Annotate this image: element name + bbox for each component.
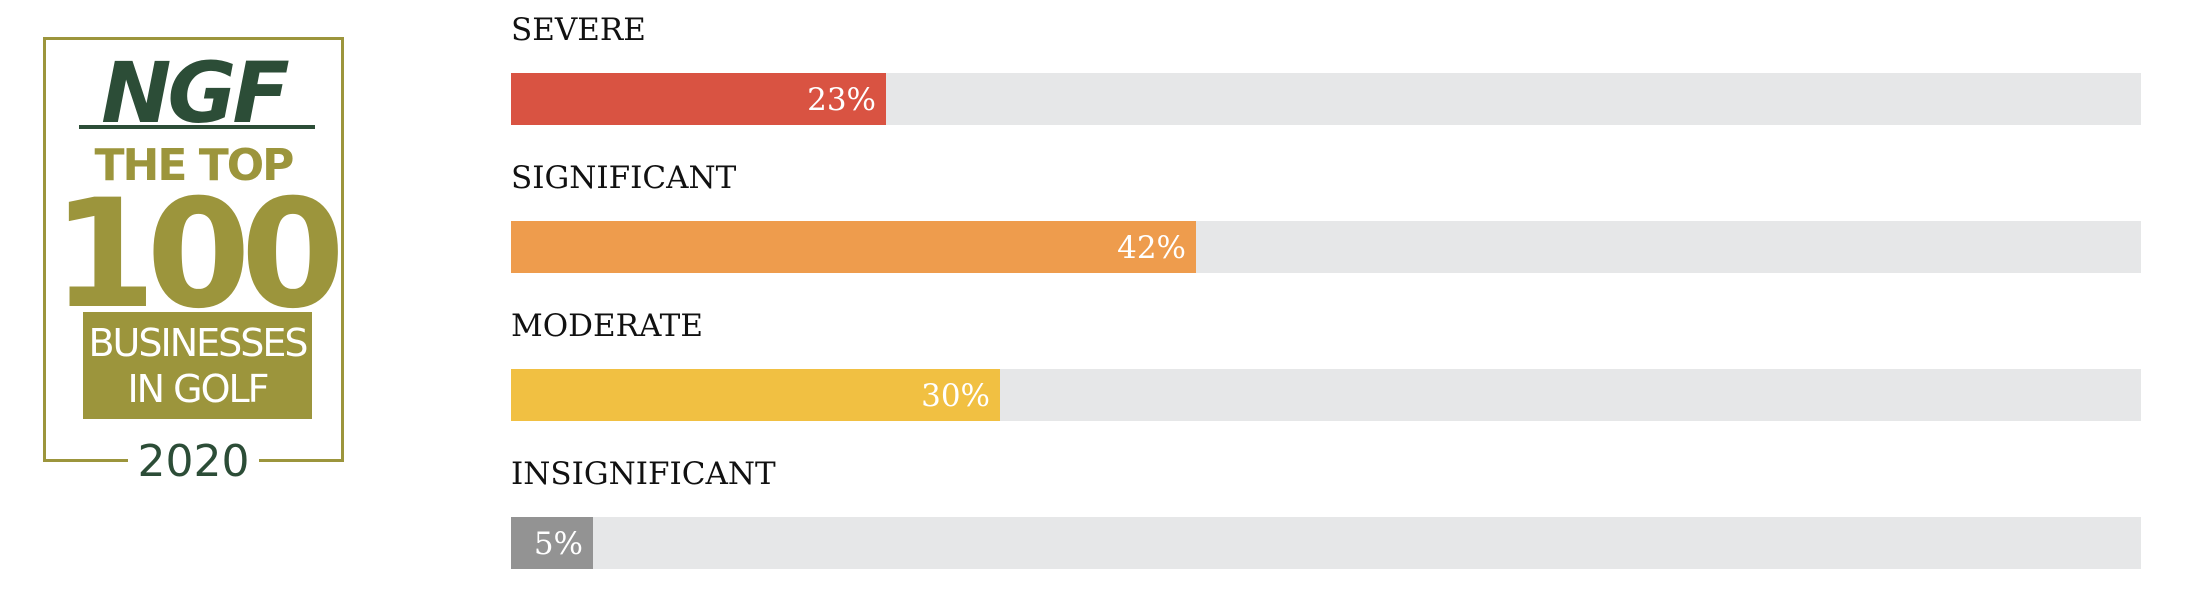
logo-frame: [43, 37, 344, 462]
logo-brand: NGF: [101, 44, 290, 142]
logo-box-line-2: IN GOLF: [127, 366, 269, 411]
ngf-top-100-logo: NGF THE TOP 100 BUSINESSES IN GOLF 2020: [43, 37, 345, 487]
logo-year: 2020: [137, 436, 250, 487]
bar-track-significant: 42%: [511, 221, 2141, 273]
category-label-moderate: MODERATE: [511, 308, 703, 344]
bar-value-label-severe: 23%: [807, 82, 876, 118]
logo-frame-bottom-right: [259, 459, 344, 462]
bar-value-label-moderate: 30%: [921, 378, 990, 414]
category-label-severe: SEVERE: [511, 12, 646, 48]
logo-100: 100: [51, 168, 345, 342]
logo-the-top: THE TOP: [94, 140, 295, 191]
bar-track-insignificant: 5%: [511, 517, 2141, 569]
bar-row-moderate: MODERATE 30%: [511, 296, 2141, 444]
bar-track-severe: 23%: [511, 73, 2141, 125]
bar-row-insignificant: INSIGNIFICANT 5%: [511, 444, 2141, 592]
bar-chart: SEVERE 23% SIGNIFICANT 42% MODERATE 30% INSIGN…: [511, 0, 2141, 608]
category-label-insignificant: INSIGNIFICANT: [511, 456, 776, 492]
bar-row-significant: SIGNIFICANT 42%: [511, 148, 2141, 296]
bar-value-label-significant: 42%: [1117, 230, 1186, 266]
category-label-significant: SIGNIFICANT: [511, 160, 737, 196]
bar-track-moderate: 30%: [511, 369, 2141, 421]
bar-row-severe: SEVERE 23%: [511, 0, 2141, 148]
logo-box-line-1: BUSINESSES: [88, 320, 308, 365]
bar-significant: [511, 221, 1196, 273]
logo-frame-bottom-left: [43, 459, 128, 462]
bar-severe: [511, 73, 886, 125]
logo-businesses-box: BUSINESSES IN GOLF: [83, 312, 312, 419]
bar-value-label-insignificant: 5%: [533, 526, 583, 562]
logo-brand-underline: [79, 125, 315, 129]
bar-moderate: [511, 369, 1000, 421]
bar-insignificant: [511, 517, 593, 569]
